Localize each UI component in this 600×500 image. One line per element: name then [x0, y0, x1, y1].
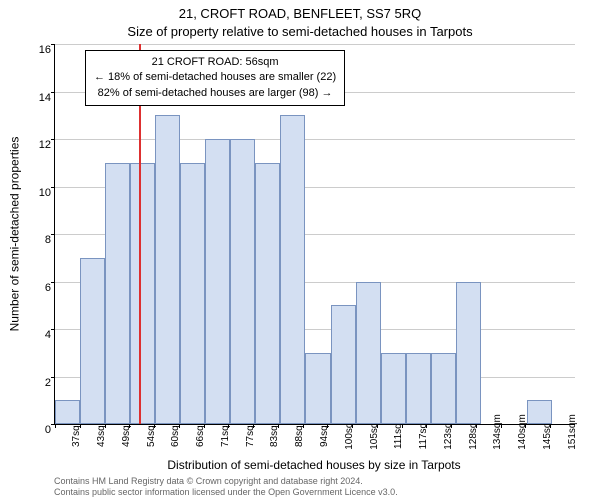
x-axis-label: Distribution of semi-detached houses by …: [54, 458, 574, 472]
x-tick-mark: [327, 424, 328, 428]
x-tick-mark: [129, 424, 130, 428]
x-tick-mark: [179, 424, 180, 428]
bar: [280, 115, 305, 424]
bar: [130, 163, 155, 424]
bar: [180, 163, 205, 424]
bar: [155, 115, 180, 424]
x-tick-mark: [154, 424, 155, 428]
bar: [527, 400, 552, 424]
y-tick-label: 8: [25, 234, 51, 246]
footer: Contains HM Land Registry data © Crown c…: [54, 476, 574, 498]
annotation-box: 21 CROFT ROAD: 56sqm ← 18% of semi-detac…: [85, 50, 345, 106]
y-tick-label: 6: [25, 282, 51, 294]
x-tick-mark: [80, 424, 81, 428]
bar: [230, 139, 255, 424]
bar: [105, 163, 130, 424]
x-tick-mark: [501, 424, 502, 428]
x-tick-mark: [476, 424, 477, 428]
x-tick-mark: [377, 424, 378, 428]
chart-container: 21, CROFT ROAD, BENFLEET, SS7 5RQ Size o…: [0, 0, 600, 500]
x-tick-mark: [402, 424, 403, 428]
y-tick-label: 0: [25, 424, 51, 436]
bar: [255, 163, 280, 424]
x-tick-mark: [426, 424, 427, 428]
bar: [381, 353, 406, 424]
annotation-line2: ← 18% of semi-detached houses are smalle…: [94, 70, 336, 85]
bar: [356, 282, 381, 425]
x-tick-mark: [55, 424, 56, 428]
x-tick-mark: [525, 424, 526, 428]
chart-title-main: 21, CROFT ROAD, BENFLEET, SS7 5RQ: [0, 6, 600, 21]
y-tick-label: 4: [25, 329, 51, 341]
y-tick-label: 14: [25, 92, 51, 104]
chart-title-sub: Size of property relative to semi-detach…: [0, 24, 600, 39]
x-tick-mark: [204, 424, 205, 428]
x-tick-mark: [278, 424, 279, 428]
y-tick-label: 16: [25, 44, 51, 56]
x-tick-mark: [105, 424, 106, 428]
bar: [331, 305, 356, 424]
annotation-line1: 21 CROFT ROAD: 56sqm: [94, 55, 336, 70]
y-tick-label: 2: [25, 377, 51, 389]
x-tick-mark: [228, 424, 229, 428]
x-tick-mark: [451, 424, 452, 428]
annotation-line3: 82% of semi-detached houses are larger (…: [94, 86, 336, 101]
y-tick-label: 12: [25, 139, 51, 151]
footer-line1: Contains HM Land Registry data © Crown c…: [54, 476, 574, 487]
footer-line2: Contains public sector information licen…: [54, 487, 574, 498]
bar: [406, 353, 431, 424]
bar: [80, 258, 105, 424]
bar: [456, 282, 481, 425]
plot-area: 0246810121416 37sqm43sqm49sqm54sqm60sqm6…: [54, 44, 575, 425]
x-tick-mark: [352, 424, 353, 428]
bar: [305, 353, 330, 424]
bar: [205, 139, 230, 424]
x-tick-mark: [253, 424, 254, 428]
x-tick-mark: [550, 424, 551, 428]
x-tick-mark: [303, 424, 304, 428]
y-tick-label: 10: [25, 187, 51, 199]
bar: [431, 353, 456, 424]
bar: [55, 400, 80, 424]
y-axis-label: Number of semi-detached properties: [6, 44, 22, 424]
